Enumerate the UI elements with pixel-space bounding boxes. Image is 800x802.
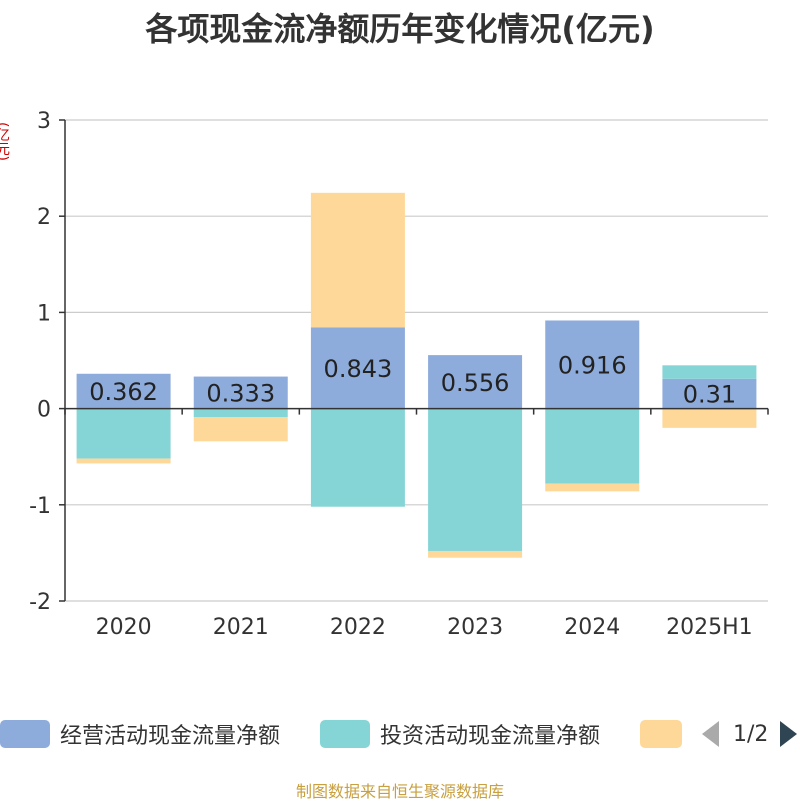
- bar-investing-2022: [310, 408, 405, 507]
- bar-third-2024: [545, 483, 640, 492]
- legend-pager: 1/2: [702, 716, 798, 752]
- legend-label-operating: 经营活动现金流量净额: [60, 724, 281, 749]
- y-tick-label: 0: [37, 398, 51, 423]
- x-tick-label-2021: 2021: [213, 615, 269, 640]
- bar-operating-2021: [193, 376, 288, 409]
- x-tick-label-2025H1: 2025H1: [666, 615, 753, 640]
- chart-title: 各项现金流净额历年变化情况(亿元): [145, 10, 655, 48]
- y-tick-label: 2: [37, 205, 51, 230]
- bar-third-2020: [76, 458, 171, 464]
- data-source-note: 制图数据来自恒生聚源数据库: [295, 782, 504, 801]
- legend-label-investing: 投资活动现金流量净额: [380, 724, 601, 749]
- data-label-operating-2025H1: 0.31: [683, 381, 736, 409]
- bar-third-2022: [310, 192, 405, 328]
- legend: 经营活动现金流量净额 投资活动现金流量净额: [0, 716, 800, 756]
- bar-operating-2024: [545, 320, 640, 409]
- stacked-bar-chart: -2 -1 0 1 2 3 0.362 0.333 0.843 0.556 0.916 0.31 202…: [29, 109, 769, 640]
- legend-swatch-investing: [320, 720, 370, 748]
- x-tick-label-2023: 2023: [447, 615, 503, 640]
- legend-swatch-third: [640, 720, 682, 748]
- bar-operating-2022: [310, 327, 405, 409]
- bar-third-2023: [428, 550, 523, 558]
- y-tick-label: 3: [37, 109, 51, 134]
- y-tick-label: -2: [29, 590, 51, 615]
- legend-swatch-operating: [0, 720, 50, 748]
- data-label-operating-2021: 0.333: [206, 380, 275, 408]
- legend-item-third[interactable]: [640, 716, 682, 752]
- bar-investing-2020: [76, 408, 171, 459]
- bar-operating-2020: [76, 373, 171, 409]
- data-label-operating-2020: 0.362: [89, 378, 158, 406]
- data-label-operating-2024: 0.916: [558, 352, 627, 380]
- data-label-operating-2022: 0.843: [324, 355, 393, 383]
- bar-investing-2021: [193, 408, 288, 418]
- bar-third-2025H1: [662, 408, 757, 428]
- data-label-operating-2023: 0.556: [441, 369, 510, 397]
- x-tick-label-2022: 2022: [330, 615, 386, 640]
- bar-investing-2023: [428, 408, 523, 551]
- bar-investing-2024: [545, 408, 640, 484]
- legend-prev-arrow-icon[interactable]: [702, 721, 719, 747]
- legend-page-indicator: 1/2: [733, 721, 769, 747]
- bar-investing-2025H1: [662, 365, 757, 379]
- y-tick-label: -1: [29, 494, 51, 519]
- bar-operating-2023: [428, 355, 523, 409]
- legend-next-arrow-icon[interactable]: [780, 721, 798, 747]
- x-tick-label-2020: 2020: [96, 615, 152, 640]
- y-axis-unit: (亿元): [0, 122, 10, 161]
- x-tick-label-2024: 2024: [564, 615, 620, 640]
- y-tick-label: 1: [37, 301, 51, 326]
- legend-item-operating[interactable]: 经营活动现金流量净额: [0, 716, 280, 752]
- legend-item-investing[interactable]: 投资活动现金流量净额: [320, 716, 600, 752]
- bar-operating-2025H1: [662, 378, 757, 409]
- bar-third-2021: [193, 417, 288, 442]
